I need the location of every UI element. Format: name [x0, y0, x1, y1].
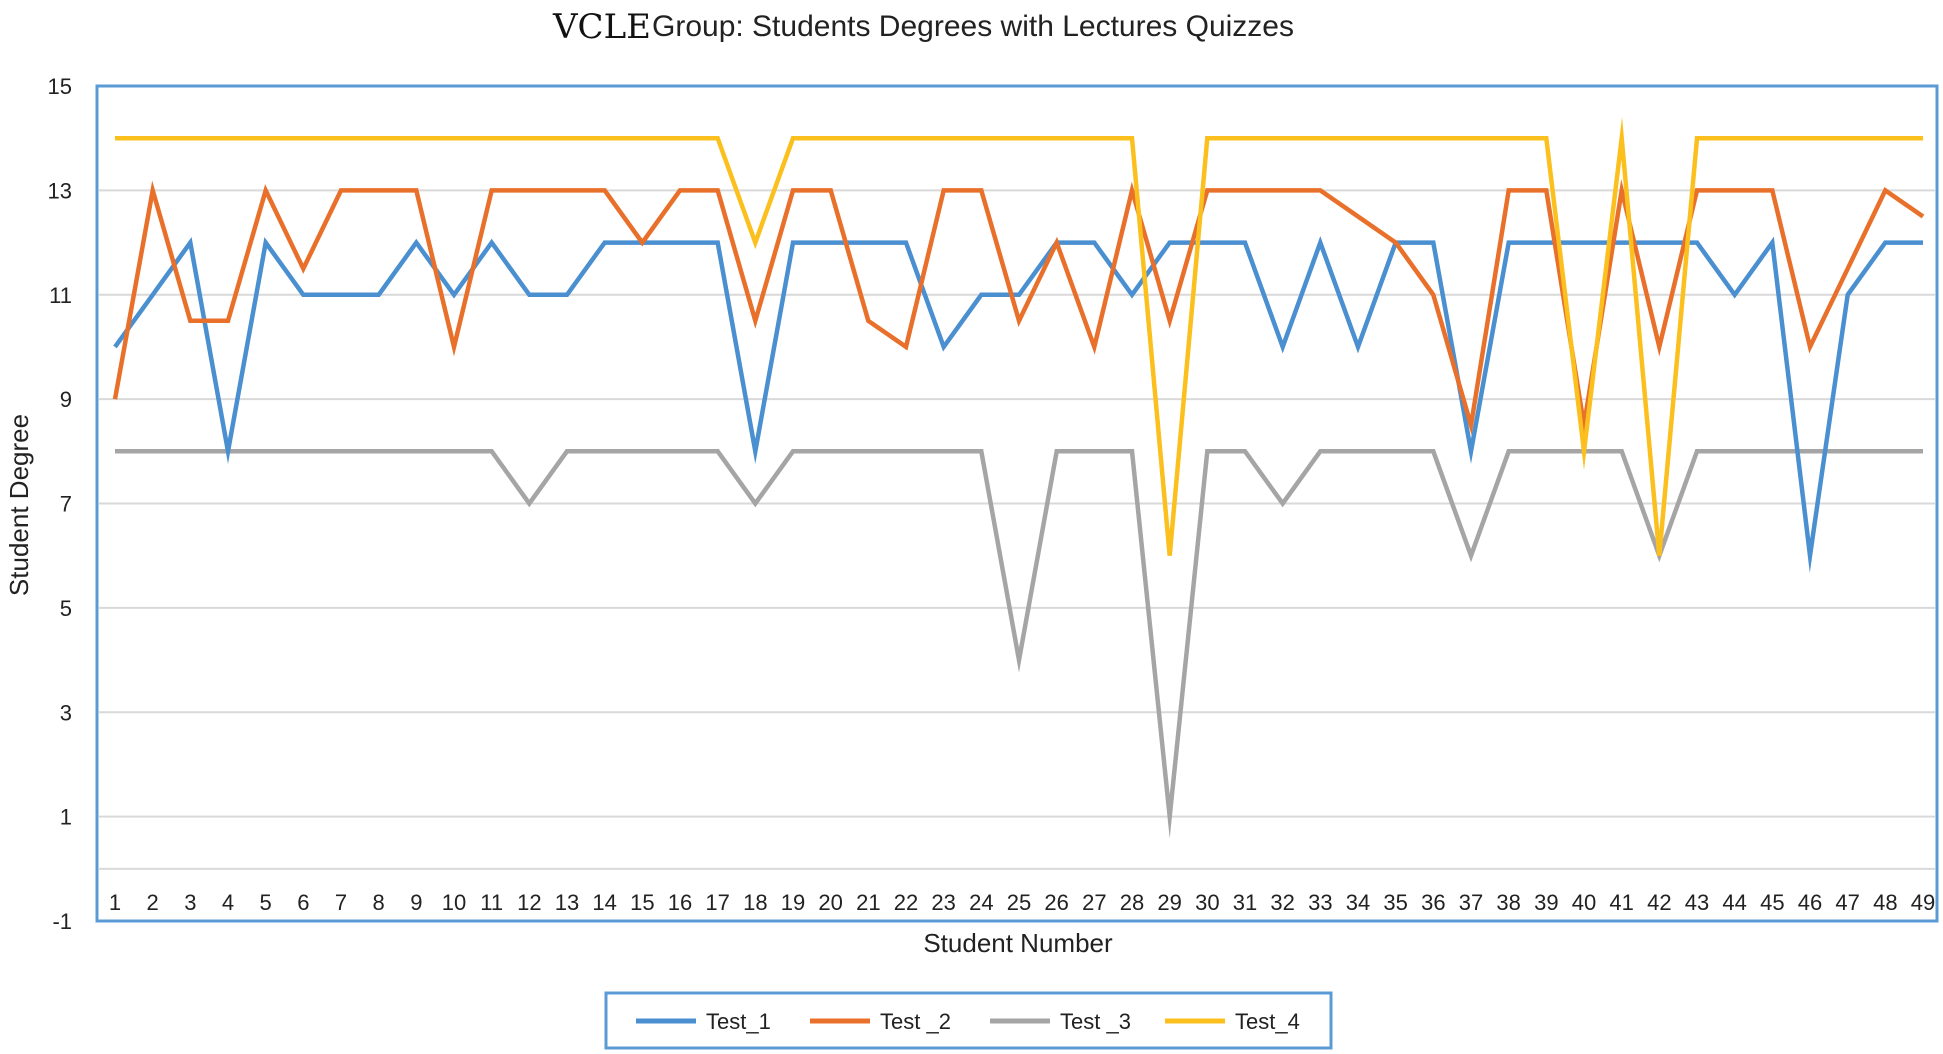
x-tick-label: 9 [410, 890, 422, 915]
x-tick-label: 30 [1195, 890, 1219, 915]
series-line-4 [115, 116, 1923, 556]
x-tick-label: 43 [1685, 890, 1709, 915]
x-tick-label: 37 [1459, 890, 1483, 915]
series-line-2 [112, 178, 1925, 440]
x-tick-label: 16 [668, 890, 692, 915]
x-tick-label: 4 [222, 890, 234, 915]
x-tick-label: 49 [1911, 890, 1935, 915]
y-tick-label: 3 [60, 700, 72, 725]
x-tick-label: 48 [1873, 890, 1897, 915]
x-tick-label: 38 [1496, 890, 1520, 915]
x-tick-label: 31 [1233, 890, 1257, 915]
y-tick-label: 7 [60, 492, 72, 517]
x-tick-label: 12 [517, 890, 541, 915]
x-tick-label: 18 [743, 890, 767, 915]
x-tick-label: 42 [1647, 890, 1671, 915]
x-tick-label: 29 [1157, 890, 1181, 915]
x-tick-label: 41 [1609, 890, 1633, 915]
legend-label-3: Test _3 [1060, 1009, 1131, 1034]
y-tick-label: 9 [60, 387, 72, 412]
x-tick-label: 35 [1383, 890, 1407, 915]
x-axis-title: Student Number [923, 928, 1113, 958]
x-tick-label: 32 [1270, 890, 1294, 915]
x-tick-label: 36 [1421, 890, 1445, 915]
x-tick-label: 22 [894, 890, 918, 915]
x-tick-label: 7 [335, 890, 347, 915]
x-tick-label: 8 [373, 890, 385, 915]
x-tick-label: 13 [555, 890, 579, 915]
legend: Test_1 Test _2 Test _3 Test_4 [636, 1009, 1300, 1034]
x-tick-label: 1 [109, 890, 121, 915]
legend-label-1: Test_1 [706, 1009, 771, 1034]
x-tick-label: 33 [1308, 890, 1332, 915]
legend-label-2: Test _2 [880, 1009, 951, 1034]
x-tick-label: 19 [781, 890, 805, 915]
series-lines [112, 116, 1925, 839]
series-line-1 [113, 235, 1923, 573]
x-tick-label: 23 [931, 890, 955, 915]
x-tick-label: 20 [818, 890, 842, 915]
x-tick-label: 11 [480, 890, 503, 915]
x-tick-label: 14 [592, 890, 616, 915]
y-tick-label: 11 [49, 283, 72, 308]
legend-box [604, 991, 1333, 1050]
y-tick-label: 5 [60, 596, 72, 621]
x-tick-label: 39 [1534, 890, 1558, 915]
y-tick-label: -1 [52, 909, 72, 934]
chart-title-prefix: VCLE [552, 7, 651, 47]
x-tick-label: 6 [297, 890, 309, 915]
x-tick-label: 24 [969, 890, 993, 915]
x-tick-label: 45 [1760, 890, 1784, 915]
x-tick-label: 17 [705, 890, 729, 915]
x-tick-label: 3 [184, 890, 196, 915]
y-tick-label: 15 [48, 74, 72, 99]
x-tick-label: 15 [630, 890, 654, 915]
legend-label-4: Test_4 [1235, 1009, 1300, 1034]
x-tick-label: 46 [1798, 890, 1822, 915]
series-line-3 [115, 449, 1923, 839]
x-tick-label: 27 [1082, 890, 1106, 915]
x-axis-ticks: 1 2 3 4 5 6 7 8 9 10 11 12 13 14 15 16 17 18 19 20 21 22 23 24 2… [109, 890, 1935, 915]
x-tick-label: 28 [1120, 890, 1144, 915]
x-tick-label: 40 [1572, 890, 1596, 915]
x-tick-label: 34 [1346, 890, 1370, 915]
x-tick-label: 5 [260, 890, 272, 915]
x-tick-label: 47 [1835, 890, 1859, 915]
y-axis-title: Student Degree [4, 414, 34, 596]
y-tick-label: 1 [60, 805, 72, 830]
x-tick-label: 26 [1044, 890, 1068, 915]
chart-title: Group: Students Degrees with Lectures Qu… [652, 10, 1294, 43]
x-tick-label: 25 [1007, 890, 1031, 915]
x-tick-label: 44 [1722, 890, 1746, 915]
x-tick-label: 2 [147, 890, 159, 915]
y-tick-label: 13 [48, 178, 72, 203]
x-tick-label: 21 [856, 890, 880, 915]
x-tick-label: 10 [442, 890, 466, 915]
